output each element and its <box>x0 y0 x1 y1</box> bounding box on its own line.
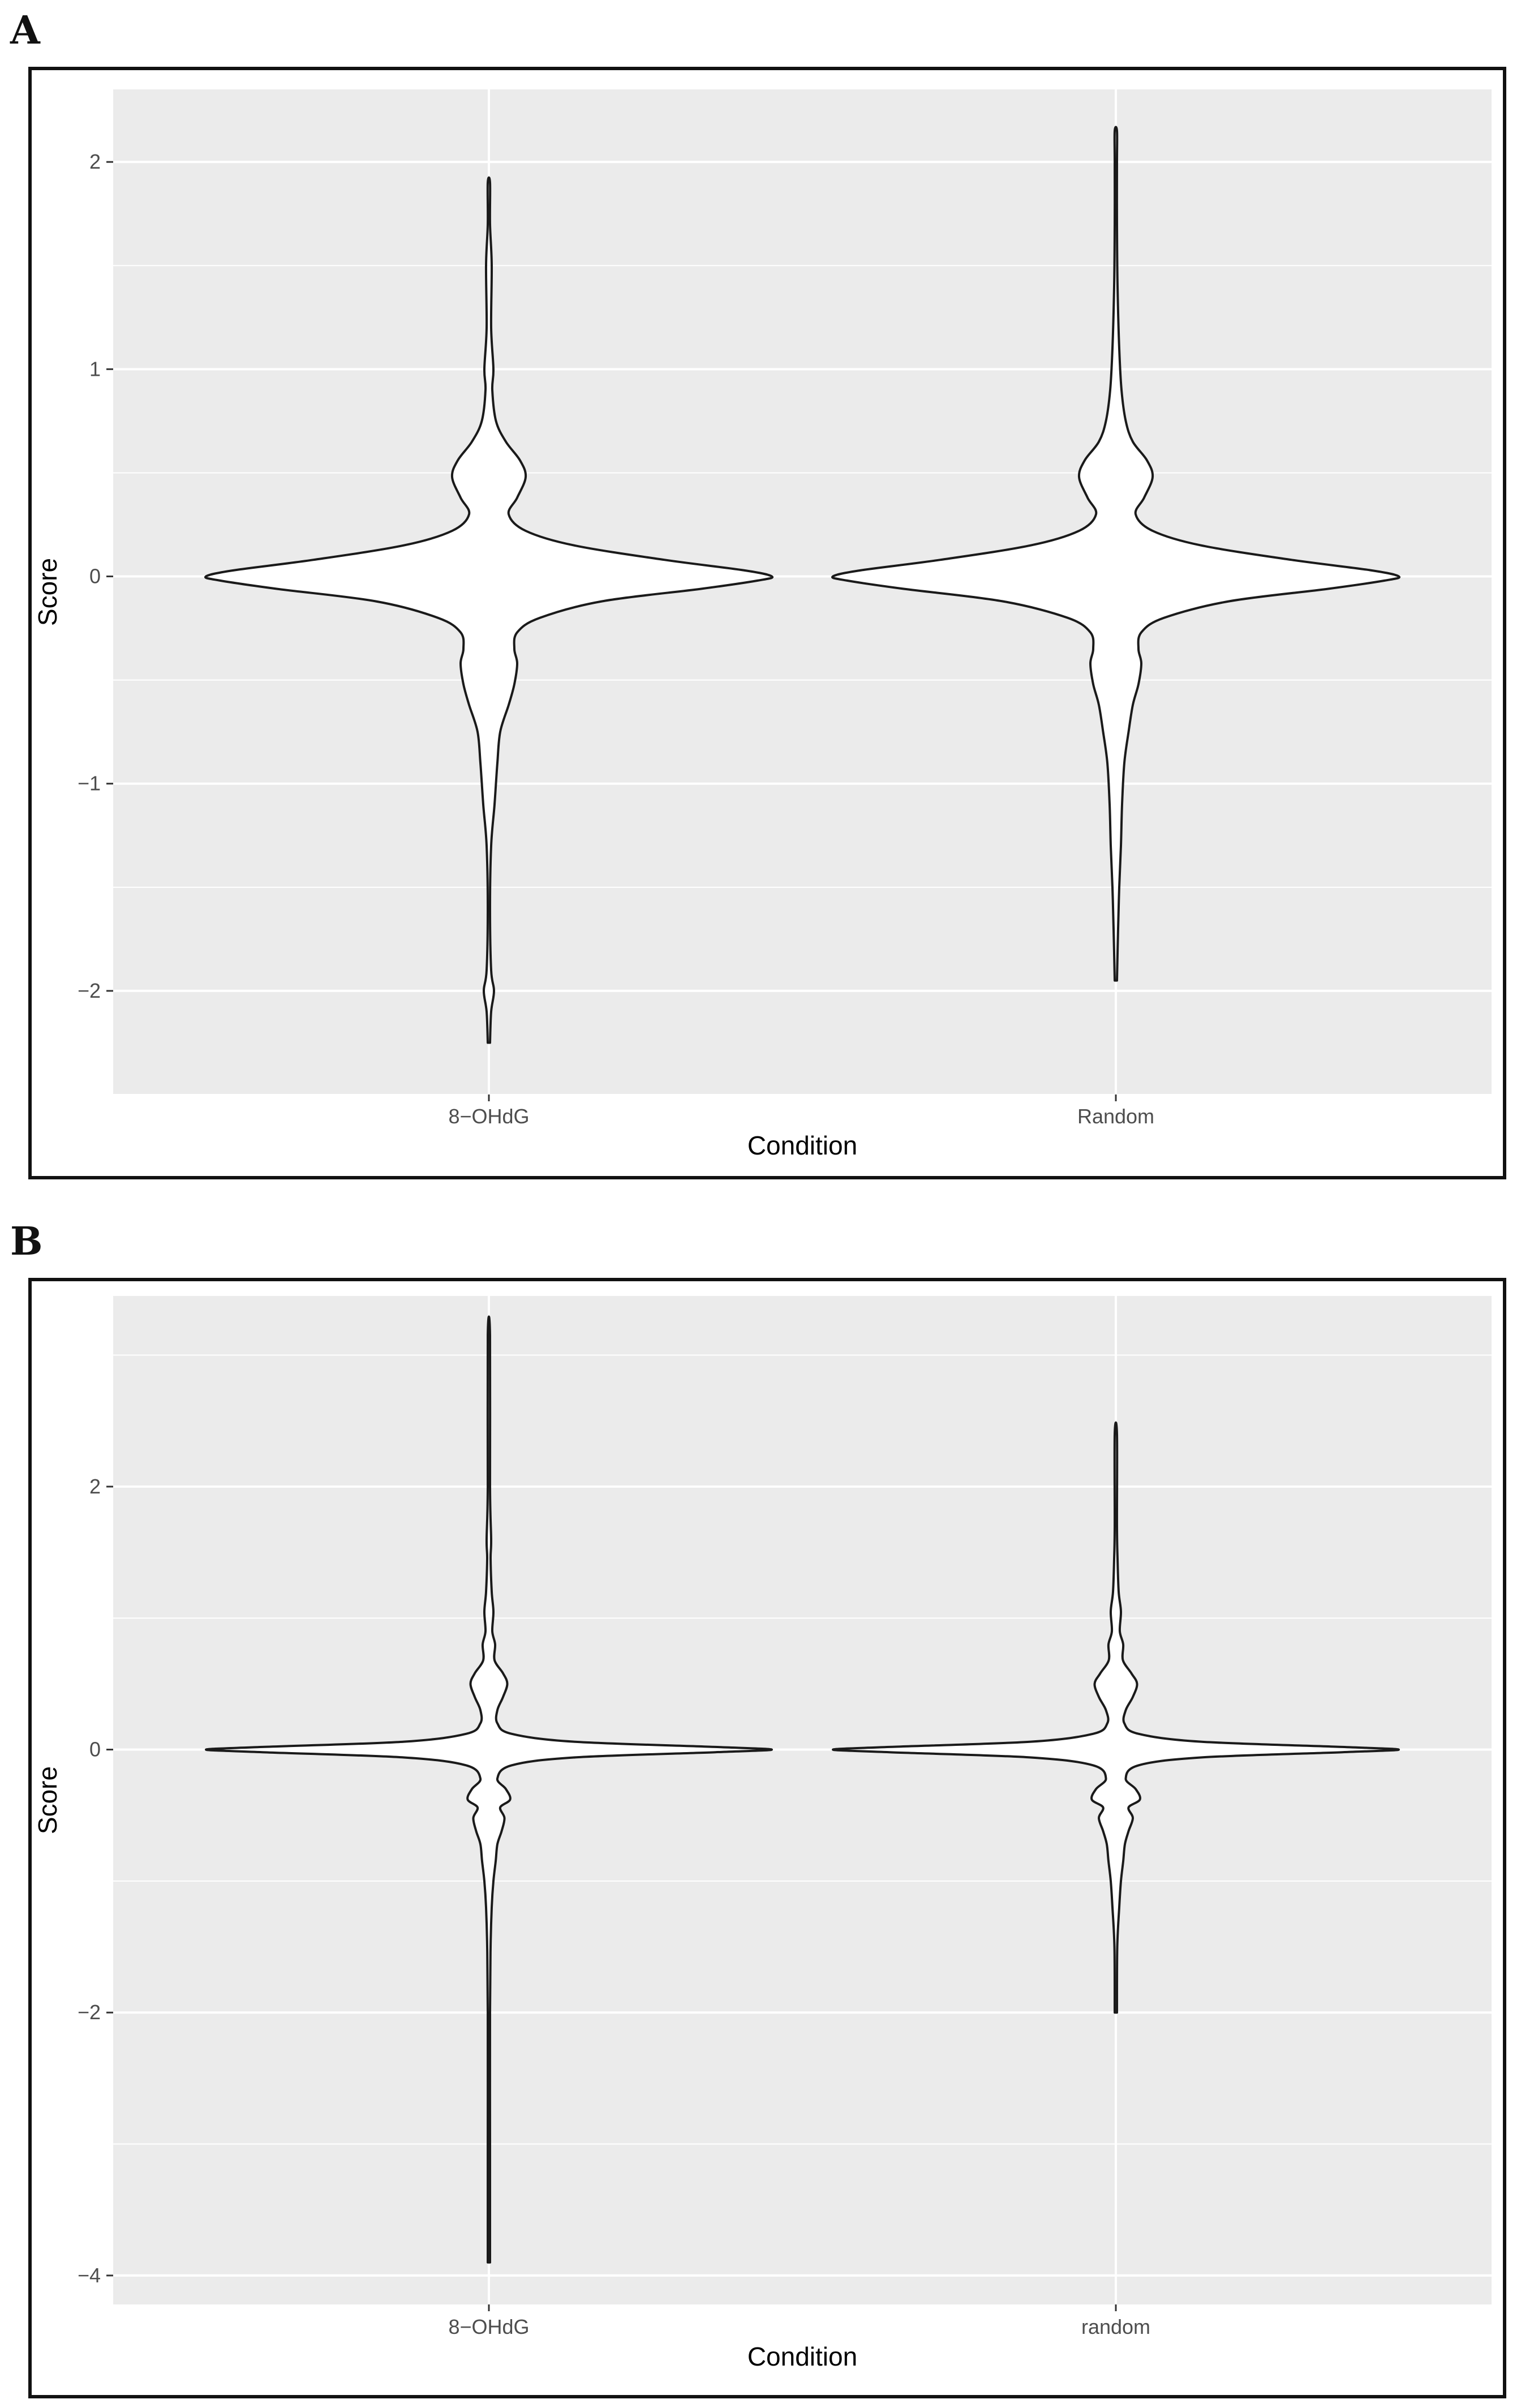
panel-b-y-axis-title: Score <box>33 1766 62 1834</box>
panel-b-x-tick-label: random <box>1081 2315 1150 2338</box>
panel-b-violin-8-ohdg <box>205 1315 773 2264</box>
panel-a-y-tick-label: 1 <box>89 357 101 380</box>
panel-a-x-axis-title: Condition <box>747 1131 857 1160</box>
panel-label-b: B <box>10 1219 43 1264</box>
panel-a-x-tick-label: 8−OHdG <box>448 1105 529 1128</box>
panel-b-y-tick-label: −2 <box>78 2001 101 2024</box>
panel-a-y-tick-label: −2 <box>78 979 101 1002</box>
panel-a-violin-random <box>831 126 1400 982</box>
panel-b-x-tick-label: 8−OHdG <box>448 2315 529 2338</box>
panel-a-x-tick-label: Random <box>1077 1105 1154 1128</box>
panel-label-a: A <box>10 8 40 53</box>
panel-a-y-tick-label: −1 <box>78 772 101 795</box>
panel-b-y-tick-label: −4 <box>78 2264 101 2287</box>
panel-a-violin-8-ohdg <box>204 176 774 1044</box>
panel-b-y-tick-label: 2 <box>89 1475 101 1498</box>
panel-b-y-tick-label: 0 <box>89 1738 101 1761</box>
panel-b-x-axis-title: Condition <box>747 2342 857 2371</box>
panel-a-y-tick-label: 2 <box>89 150 101 173</box>
panel-b-plot-background <box>113 1296 1492 2304</box>
panel-b-violin-random <box>832 1421 1400 2014</box>
panel-a-y-axis-title: Score <box>33 558 62 626</box>
panel-a-y-tick-label: 0 <box>89 565 101 588</box>
